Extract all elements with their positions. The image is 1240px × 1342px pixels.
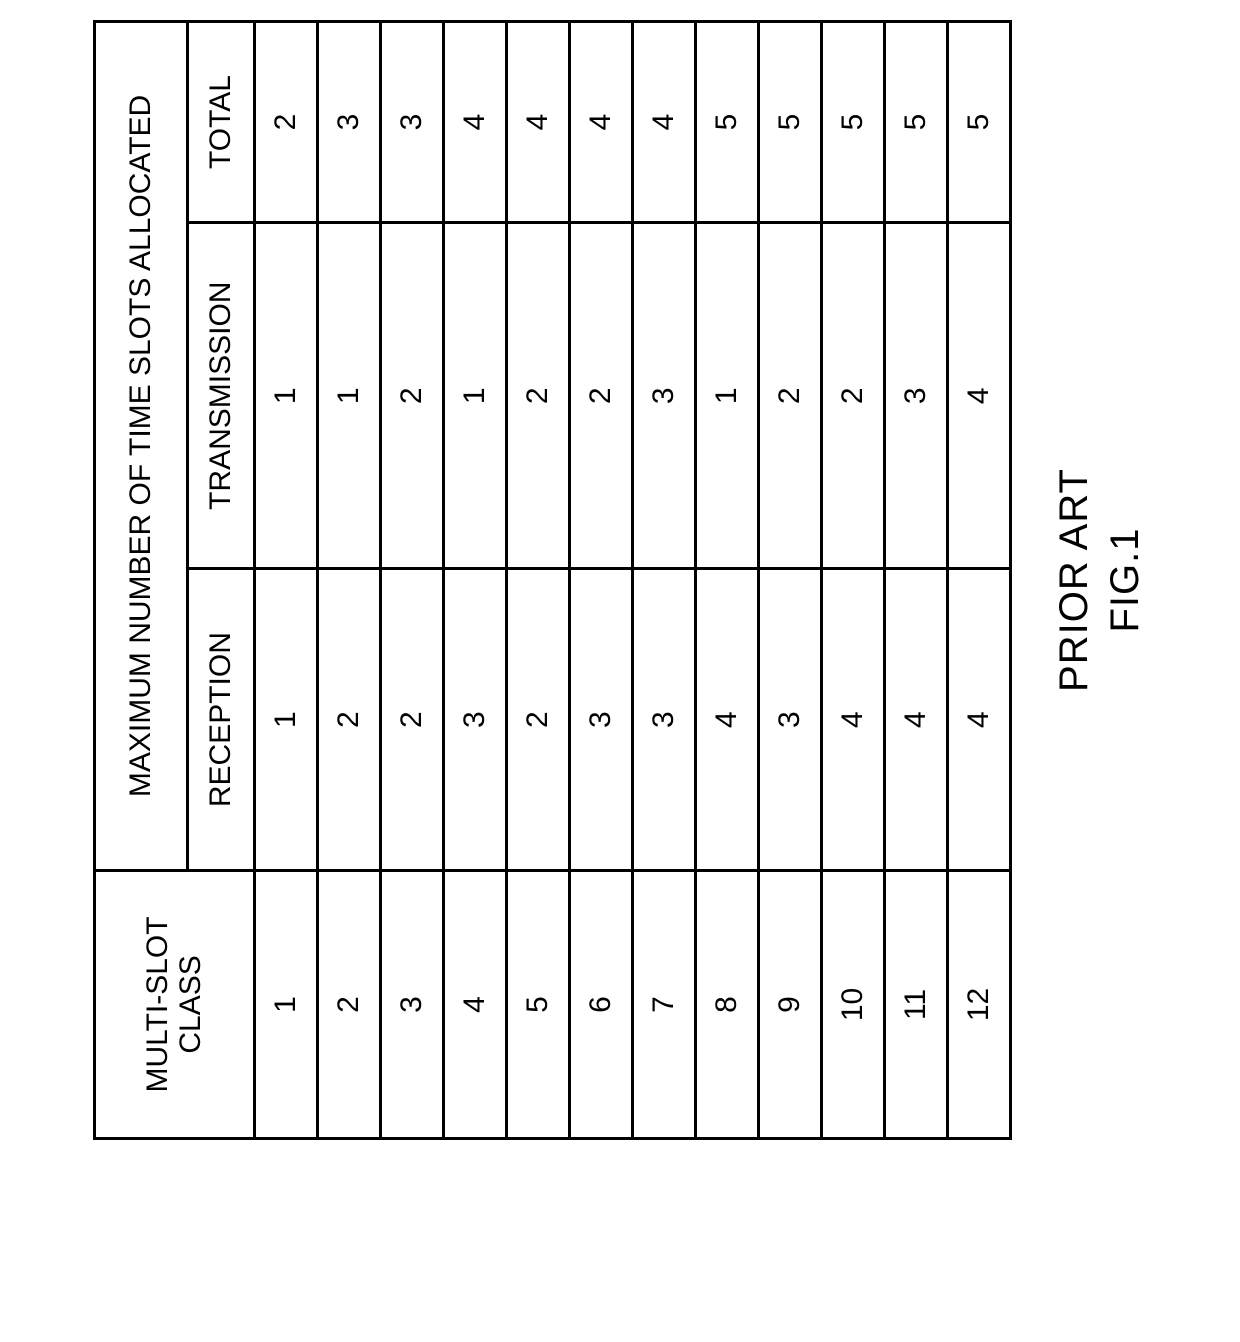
cell-class: 6	[569, 870, 632, 1138]
cell-rx: 3	[569, 569, 632, 871]
cell-rx: 1	[254, 569, 317, 871]
cell-total: 5	[758, 22, 821, 223]
table-row: 4 3 1 4	[443, 22, 506, 1139]
cell-tx: 1	[443, 223, 506, 569]
cell-class: 9	[758, 870, 821, 1138]
cell-tx: 3	[884, 223, 947, 569]
cell-tx: 1	[254, 223, 317, 569]
caption-prior-art: PRIOR ART	[1052, 468, 1097, 692]
cell-rx: 2	[380, 569, 443, 871]
table-row: 10 4 2 5	[821, 22, 884, 1139]
cell-class: 11	[884, 870, 947, 1138]
header-group-max-slots: MAXIMUM NUMBER OF TIME SLOTS ALLOCATED	[94, 22, 187, 871]
cell-tx: 2	[506, 223, 569, 569]
cell-rx: 4	[884, 569, 947, 871]
cell-class: 7	[632, 870, 695, 1138]
table-row: 7 3 3 4	[632, 22, 695, 1139]
cell-total: 3	[317, 22, 380, 223]
header-multislot-line2: CLASS	[174, 872, 207, 1137]
multislot-table: MULTI-SLOT CLASS MAXIMUM NUMBER OF TIME …	[93, 20, 1012, 1140]
table-row: 2 2 1 3	[317, 22, 380, 1139]
cell-class: 1	[254, 870, 317, 1138]
cell-total: 4	[632, 22, 695, 223]
cell-class: 10	[821, 870, 884, 1138]
cell-class: 8	[695, 870, 758, 1138]
table-row: 12 4 4 5	[947, 22, 1010, 1139]
page: MULTI-SLOT CLASS MAXIMUM NUMBER OF TIME …	[0, 0, 1240, 1342]
table-header: MULTI-SLOT CLASS MAXIMUM NUMBER OF TIME …	[94, 22, 254, 1139]
cell-rx: 4	[695, 569, 758, 871]
cell-tx: 2	[380, 223, 443, 569]
cell-rx: 3	[758, 569, 821, 871]
cell-total: 3	[380, 22, 443, 223]
header-transmission: TRANSMISSION	[187, 223, 254, 569]
table-row: 5 2 2 4	[506, 22, 569, 1139]
table-row: 11 4 3 5	[884, 22, 947, 1139]
header-row-1: MULTI-SLOT CLASS MAXIMUM NUMBER OF TIME …	[94, 22, 187, 1139]
table-row: 1 1 1 2	[254, 22, 317, 1139]
cell-rx: 4	[821, 569, 884, 871]
cell-class: 3	[380, 870, 443, 1138]
figure-caption: PRIOR ART FIG.1	[1052, 468, 1148, 692]
caption-figure-number: FIG.1	[1103, 468, 1148, 692]
cell-tx: 2	[758, 223, 821, 569]
cell-rx: 2	[506, 569, 569, 871]
cell-class: 2	[317, 870, 380, 1138]
cell-tx: 2	[569, 223, 632, 569]
cell-class: 5	[506, 870, 569, 1138]
cell-tx: 3	[632, 223, 695, 569]
table-row: 8 4 1 5	[695, 22, 758, 1139]
cell-class: 12	[947, 870, 1010, 1138]
table-row: 9 3 2 5	[758, 22, 821, 1139]
table-row: 3 2 2 3	[380, 22, 443, 1139]
table-body: 1 1 1 2 2 2 1 3 3 2 2 3 4	[254, 22, 1010, 1139]
cell-rx: 3	[632, 569, 695, 871]
cell-tx: 4	[947, 223, 1010, 569]
cell-total: 5	[695, 22, 758, 223]
cell-total: 4	[569, 22, 632, 223]
cell-total: 5	[884, 22, 947, 223]
cell-rx: 3	[443, 569, 506, 871]
cell-rx: 4	[947, 569, 1010, 871]
cell-total: 4	[443, 22, 506, 223]
cell-class: 4	[443, 870, 506, 1138]
cell-total: 4	[506, 22, 569, 223]
rotated-figure: MULTI-SLOT CLASS MAXIMUM NUMBER OF TIME …	[100, 20, 1140, 1140]
cell-total: 5	[947, 22, 1010, 223]
cell-rx: 2	[317, 569, 380, 871]
cell-tx: 1	[695, 223, 758, 569]
header-reception: RECEPTION	[187, 569, 254, 871]
cell-tx: 1	[317, 223, 380, 569]
cell-tx: 2	[821, 223, 884, 569]
header-multislot-line1: MULTI-SLOT	[141, 872, 174, 1137]
table-row: 6 3 2 4	[569, 22, 632, 1139]
header-multislot-class: MULTI-SLOT CLASS	[94, 870, 254, 1138]
cell-total: 5	[821, 22, 884, 223]
cell-total: 2	[254, 22, 317, 223]
header-total: TOTAL	[187, 22, 254, 223]
